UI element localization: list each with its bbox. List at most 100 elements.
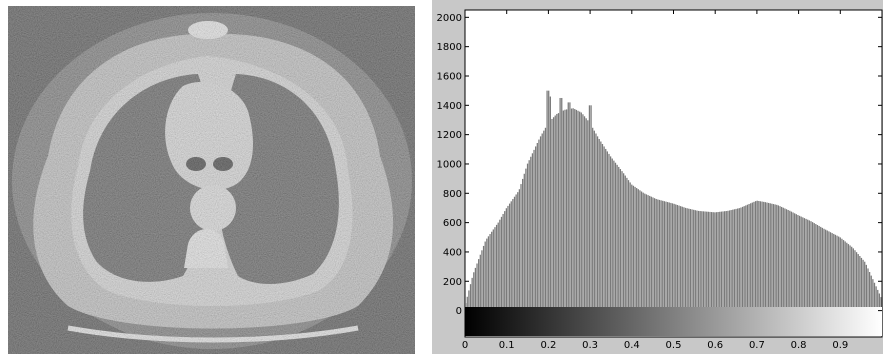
histogram-bar (634, 186, 636, 311)
y-tick-label: 1000 (437, 159, 462, 170)
histogram-bar (507, 205, 509, 311)
histogram-bar (533, 149, 535, 311)
histogram-bar (854, 250, 856, 311)
histogram-bar (745, 205, 747, 311)
histogram-bar (764, 202, 766, 311)
histogram-bar (626, 177, 628, 311)
histogram-bar (802, 217, 804, 311)
histogram-bar (482, 245, 485, 311)
image-noise (8, 6, 415, 354)
histogram-bar (732, 209, 734, 311)
histogram-bar (826, 230, 828, 311)
histogram-bar (750, 203, 752, 311)
histogram-bar (543, 130, 545, 311)
histogram-bar (531, 153, 534, 311)
histogram-bar (644, 193, 646, 311)
histogram-bar (657, 199, 659, 311)
histogram-bar (632, 185, 635, 311)
histogram-bar (557, 113, 560, 311)
histogram-bar (510, 201, 512, 311)
histogram-bar (608, 153, 610, 311)
histogram-bar (611, 158, 613, 311)
histogram-bar (598, 139, 600, 311)
histogram-bar (567, 102, 569, 311)
histogram-bar (549, 96, 551, 311)
histogram-bar (585, 118, 587, 311)
histogram-bar (619, 169, 622, 311)
x-axis-ticks: 0 0.1 0.2 0.3 0.4 0.5 0.6 0.7 0.8 0.9 (462, 10, 848, 351)
histogram-bar (829, 232, 832, 311)
histogram-bar (517, 192, 519, 311)
histogram-bar (469, 284, 472, 311)
histogram-bar (741, 206, 744, 311)
histogram-bar (777, 205, 780, 311)
histogram-bar (551, 118, 553, 311)
histogram-bar (556, 113, 558, 311)
y-tick-label: 800 (443, 189, 462, 200)
histogram-bar (730, 210, 732, 311)
histogram-bar (495, 224, 498, 311)
histogram-bar (600, 141, 602, 311)
histogram-bar (759, 201, 762, 311)
histogram-bar (606, 151, 608, 311)
histogram-bar (701, 211, 703, 311)
histogram-bar (810, 221, 812, 311)
histogram-bar (541, 133, 543, 311)
histogram-bar (593, 130, 595, 311)
histogram-bar (592, 127, 594, 311)
histogram-bar (766, 202, 768, 311)
histogram-bar (784, 208, 786, 311)
histogram-bar (535, 146, 537, 311)
histogram-bar (525, 168, 527, 311)
histogram-bar (756, 200, 758, 311)
histogram-bar (683, 207, 685, 311)
histogram-bar (707, 211, 709, 311)
histogram-bar (816, 224, 819, 311)
histogram-bar (865, 264, 867, 311)
histogram-bar (552, 117, 555, 311)
histogram-bar (565, 109, 568, 311)
histogram-bar (880, 297, 882, 311)
histogram-bar (640, 191, 643, 311)
histogram-bar (500, 216, 503, 311)
histogram-bar (479, 254, 481, 311)
histogram-bar (680, 206, 682, 311)
histogram-bar (575, 109, 578, 311)
y-tick-label: 2000 (437, 13, 462, 24)
histogram-bar (872, 279, 874, 311)
histogram-bar (824, 229, 827, 311)
histogram-bar (486, 238, 488, 311)
histogram-bar (564, 109, 566, 311)
histogram-bar (772, 204, 775, 311)
histogram-bar (769, 203, 771, 311)
histogram-bar (474, 267, 477, 311)
histogram-bar (787, 209, 789, 311)
x-tick-label: 0.4 (624, 340, 640, 351)
histogram-bar (763, 201, 765, 311)
histogram-bar (839, 237, 841, 311)
x-tick-label: 0.5 (666, 340, 682, 351)
histogram-bar (572, 108, 574, 311)
histogram-bar (613, 160, 615, 311)
histogram-bar (570, 108, 573, 311)
histogram-bar (668, 202, 670, 311)
histogram-bar (481, 250, 483, 311)
histogram-bar (864, 261, 866, 311)
histogram-bar (831, 233, 833, 311)
histogram-bar (805, 218, 807, 311)
histogram-bar (466, 296, 468, 311)
histogram-bar (795, 214, 797, 311)
histogram-bar (767, 202, 770, 311)
histogram-bar (714, 212, 716, 311)
histogram-bar (743, 206, 745, 311)
histogram-bar (724, 211, 726, 311)
histogram-bar (689, 209, 692, 311)
histogram-bar (666, 202, 669, 311)
y-tick-label: 1600 (437, 71, 462, 82)
histogram-bar (725, 211, 727, 311)
histogram-bar (590, 105, 592, 311)
histogram-bar (623, 173, 625, 311)
histogram-bar (559, 97, 561, 311)
histogram-bar (583, 116, 586, 311)
histogram-bar (857, 254, 859, 311)
